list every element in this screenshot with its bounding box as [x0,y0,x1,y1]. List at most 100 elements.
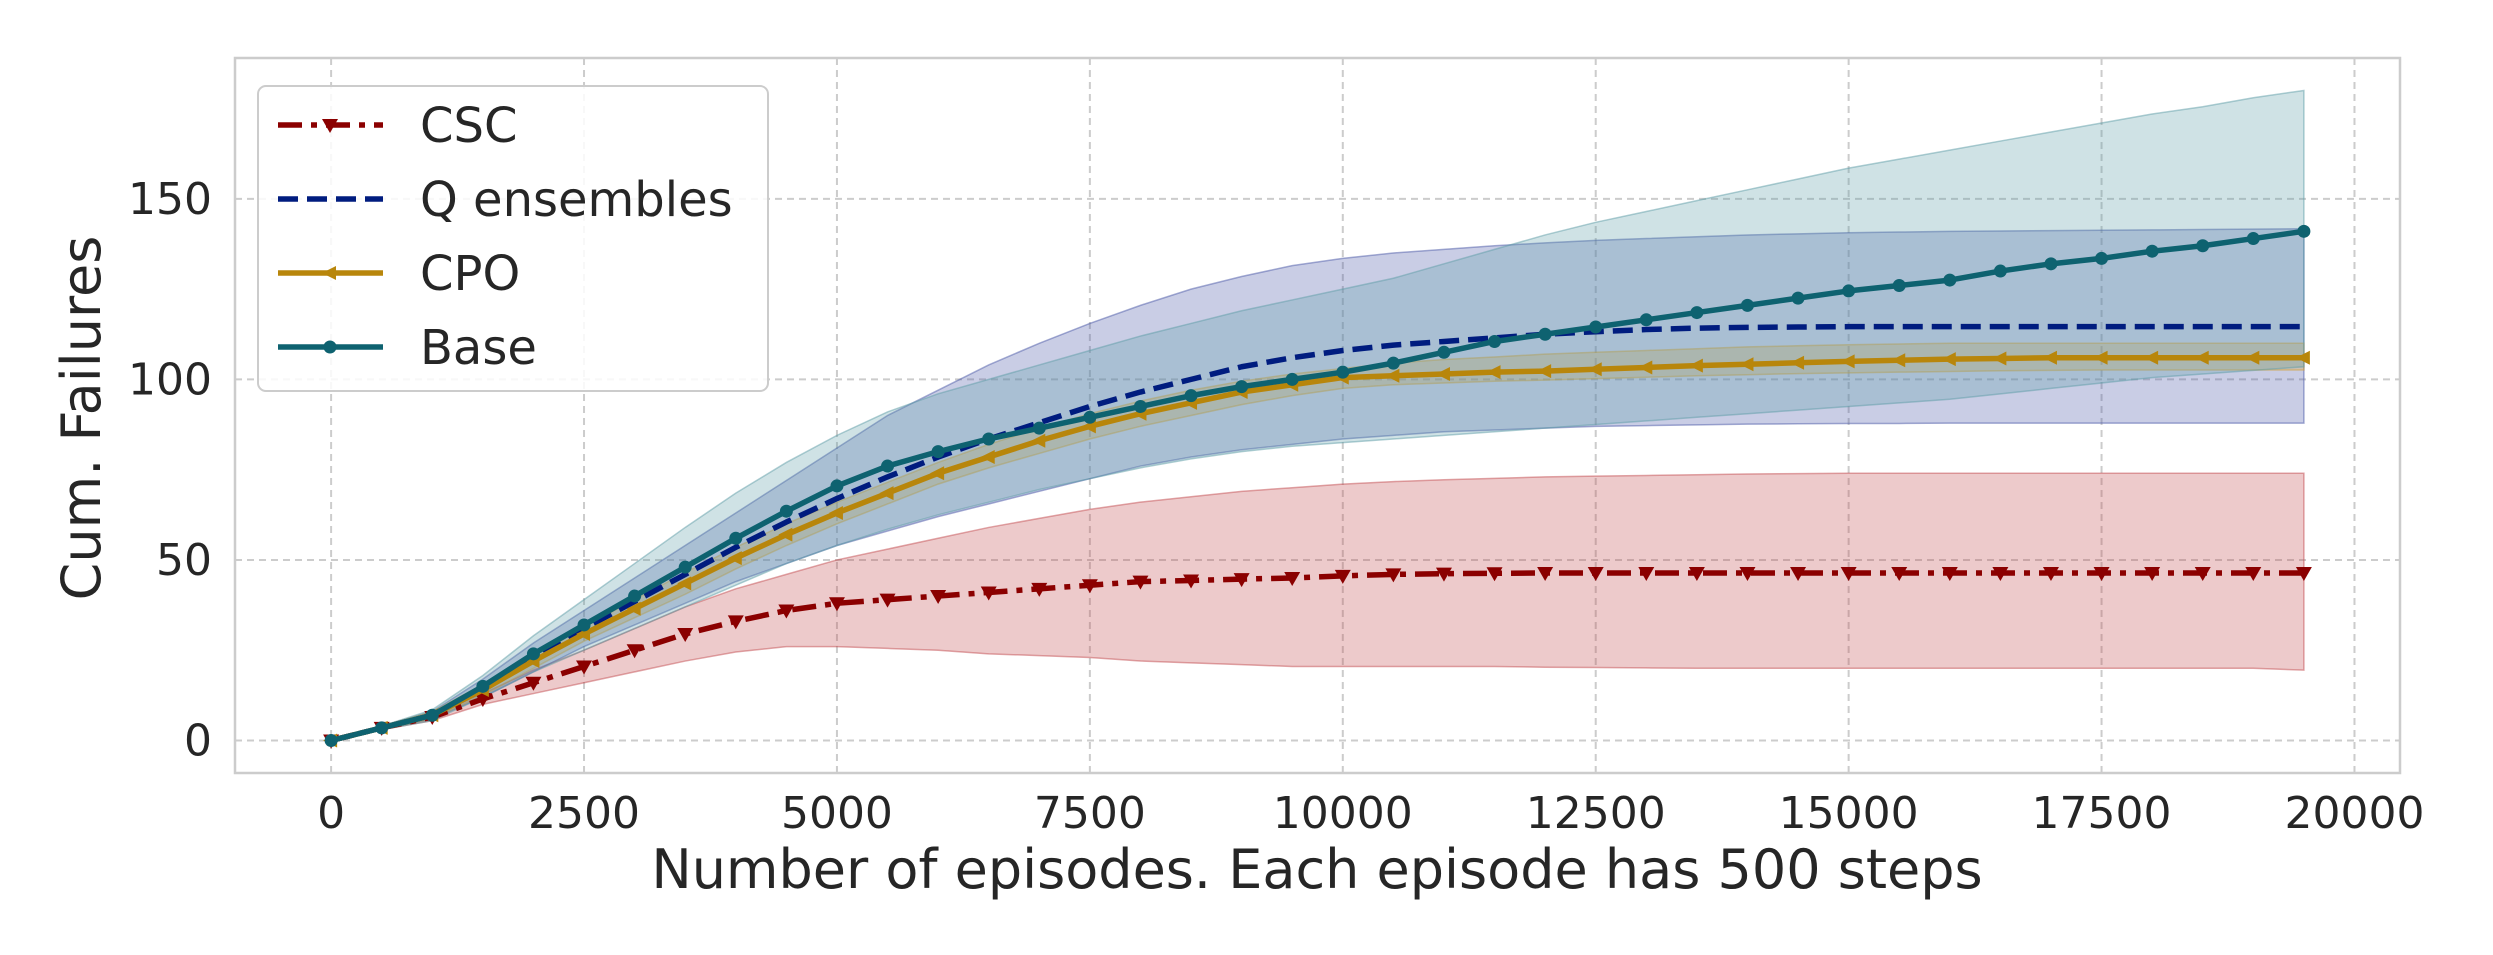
marker-base [425,708,439,722]
marker-cpo [2144,350,2159,365]
marker-cpo [677,576,692,591]
y-tick-label: 0 [184,716,212,767]
marker-base [476,679,490,693]
marker-cpo [1739,357,1754,372]
marker-cpo [778,527,793,542]
marker-csc [1284,572,1301,586]
marker-cpo [1790,355,1805,370]
legend-marker-base [323,340,337,354]
legend-item-base: Base [278,320,537,376]
marker-cpo [1688,358,1703,373]
marker-csc [474,692,491,707]
marker-cpo [2042,350,2057,365]
marker-base [1993,264,2007,278]
marker-csc [1790,566,1807,581]
marker-cpo [2245,350,2260,365]
marker-csc [1992,566,2009,581]
marker-csc [2194,566,2211,581]
marker-base [2196,239,2210,253]
marker-base [1386,356,1400,370]
plot-frame [233,56,2402,775]
series-base [324,224,2311,747]
y-axis-ticks: 0 50 100 150 [128,174,212,767]
marker-cpo [1435,366,1450,381]
x-axis-label: Number of episodes. Each episode has 500… [651,838,1982,901]
marker-cpo [1587,362,1602,377]
y-tick-label: 150 [128,174,212,225]
marker-base [1133,399,1147,413]
marker-csc [2093,566,2110,581]
marker-base [2297,224,2311,238]
marker-base [830,479,844,493]
marker-cpo [1840,354,1855,369]
marker-csc [2144,566,2161,581]
marker-cpo [930,466,945,481]
marker-cpo [2295,350,2310,365]
line-q-ensembles [330,323,2304,744]
line-base [330,228,2305,744]
marker-base [1589,320,1603,334]
line-csc [330,570,2304,744]
marker-cpo [1638,360,1653,375]
marker-csc [1486,567,1503,582]
confidence-bands [330,89,2305,742]
x-tick-label: 17500 [2032,788,2172,839]
marker-csc [778,604,795,619]
marker-base [628,589,642,603]
marker-csc [879,593,896,608]
legend-marker-cpo [322,266,336,280]
marker-csc [1132,575,1149,590]
marker-base [1538,327,1552,341]
x-axis-ticks: 0 2500 5000 7500 10000 12500 15000 17500 20000 [317,788,2424,839]
legend-item-csc: CSC [278,98,518,154]
marker-base [1437,345,1451,359]
marker-base [1083,410,1097,424]
marker-base [526,647,540,661]
marker-base [1184,389,1198,403]
marker-csc [1537,566,1554,581]
marker-base [1842,284,1856,298]
legend: CSC Q ensembles CPO Base [257,85,769,392]
marker-csc [1435,567,1452,582]
legend-label-csc: CSC [420,98,518,154]
marker-base [1235,380,1249,394]
legend-frame [257,85,769,392]
marker-csc [828,597,845,612]
marker-csc [1385,568,1402,583]
marker-base [1791,291,1805,305]
marker-cpo [626,601,641,616]
marker-csc [2295,566,2312,581]
marker-csc [1031,582,1048,597]
marker-base [1032,421,1046,435]
marker-base [779,504,793,518]
legend-label-q-ensembles: Q ensembles [420,172,733,228]
marker-base [678,560,692,574]
marker-base [1285,372,1299,386]
marker-base [577,618,591,632]
marker-base [2145,244,2159,258]
marker-csc [930,590,947,605]
marker-base [2044,257,2058,271]
x-tick-label: 15000 [1779,788,1919,839]
marker-base [1943,273,1957,287]
marker-cpo [1486,365,1501,380]
marker-csc [626,644,643,659]
marker-csc [677,627,694,642]
marker-csc [1183,574,1200,589]
marker-base [1336,365,1350,379]
marker-cpo [828,506,843,520]
marker-cpo [1941,352,1956,367]
marker-base [324,734,338,747]
marker-csc [980,586,997,601]
legend-item-cpo: CPO [278,246,520,302]
marker-base [375,721,389,735]
marker-csc [1233,573,1250,588]
marker-csc [2245,566,2262,581]
x-tick-label: 2500 [528,788,640,839]
marker-csc [1334,569,1351,584]
marker-csc [1688,566,1705,581]
marker-cpo [1385,368,1400,383]
marker-csc [1638,566,1655,581]
marker-csc [1891,566,1908,581]
